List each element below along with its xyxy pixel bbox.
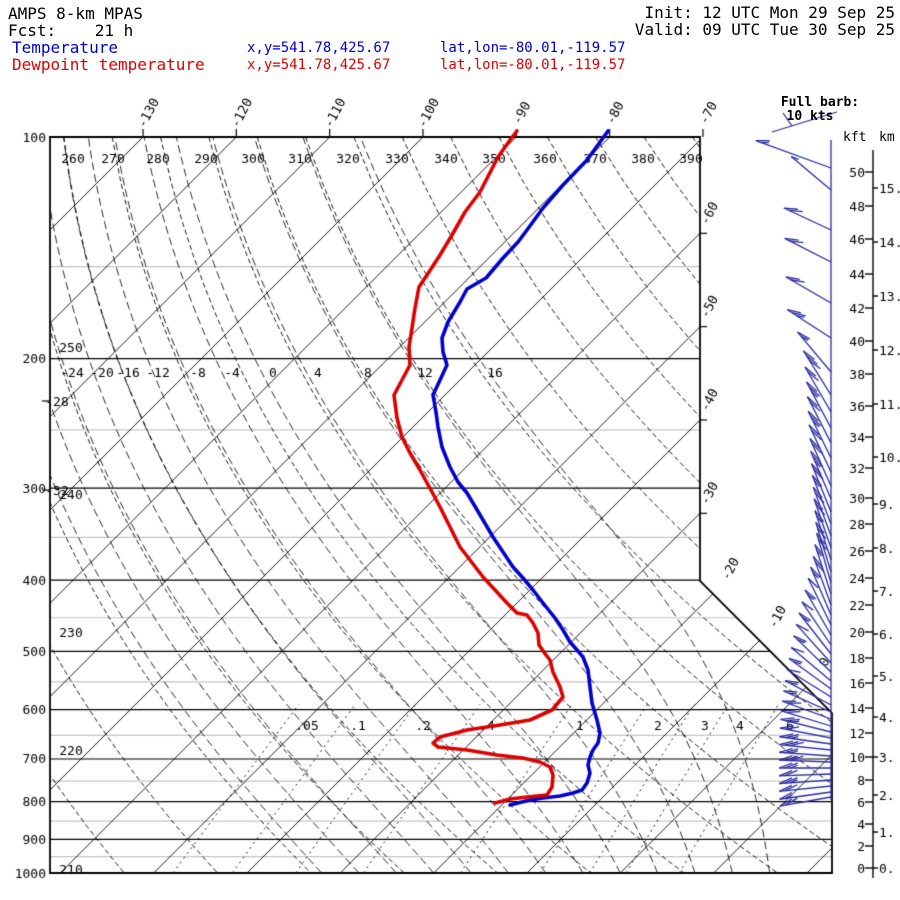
kft-axis-title: kft (843, 130, 867, 145)
temperature-xy-readout: x,y=541.78,425.67 (247, 40, 391, 56)
dewpoint-legend-label: Dewpoint temperature (12, 55, 205, 74)
dewpoint-xy-readout: x,y=541.78,425.67 (247, 57, 391, 73)
barb-legend-line1: Full barb: (780, 95, 860, 110)
dewpoint-latlon-readout: lat,lon=-80.01,-119.57 (440, 57, 626, 73)
init-time: Init: 12 UTC Mon 29 Sep 25 (644, 3, 895, 22)
valid-time: Valid: 09 UTC Tue 30 Sep 25 (634, 20, 895, 39)
temperature-latlon-readout: lat,lon=-80.01,-119.57 (440, 40, 626, 56)
km-axis-title: km (879, 130, 895, 145)
forecast-hour: Fcst: 21 h (8, 21, 134, 40)
model-title: AMPS 8-km MPAS (8, 4, 143, 23)
temperature-legend-label: Temperature (12, 38, 118, 57)
barb-legend-line2: 10 kts (786, 109, 834, 124)
